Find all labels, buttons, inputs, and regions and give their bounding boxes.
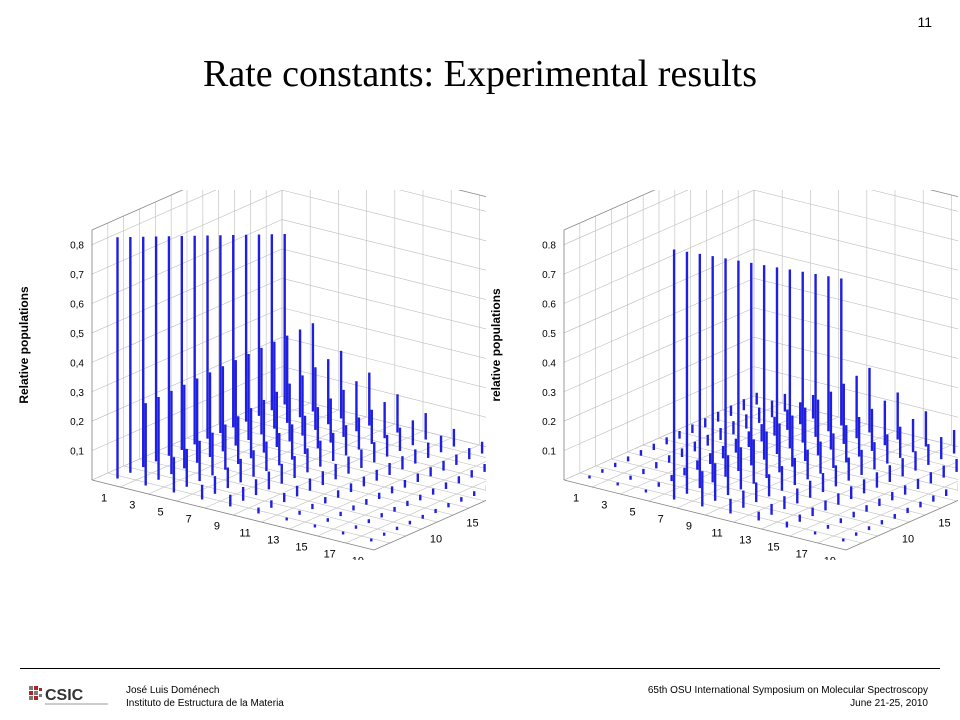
chart-labels: 0.10.20.30.40.50.60.70.81357911131517191… (489, 241, 951, 561)
slide-number: 11 (917, 14, 932, 30)
conference-name: 65th OSU International Symposium on Mole… (647, 685, 928, 696)
chart-bars (116, 233, 486, 542)
y-tick-label: 15 (466, 517, 478, 529)
z-tick-label: 0.4 (542, 358, 556, 369)
x-tick-label: 7 (658, 514, 664, 526)
chart-labels: 0,10,20,30,40,50,60,70,81357911131517191… (17, 241, 479, 561)
author-name: José Luis Doménech (126, 685, 220, 696)
grid-line (281, 248, 486, 300)
x-tick-label: 3 (129, 500, 135, 512)
footer-author: José Luis Doménech Instituto de Estructu… (126, 684, 284, 710)
grid-line (658, 437, 942, 509)
z-tick-label: 0,3 (70, 388, 84, 399)
chart-grid (563, 190, 958, 551)
grid-line (870, 190, 958, 212)
z-tick-label: 0.2 (542, 417, 556, 428)
grid-line (202, 430, 485, 502)
x-tick-label: 1 (101, 493, 107, 505)
grid-line (753, 219, 958, 271)
axis-frame (563, 479, 847, 551)
grid-line (753, 248, 958, 300)
grid-line (579, 472, 862, 544)
grid-line (218, 423, 486, 491)
grid-line (753, 307, 958, 359)
x-tick-label: 5 (629, 507, 635, 519)
z-tick-label: 0,6 (70, 300, 84, 311)
footer-conference: 65th OSU International Symposium on Mole… (648, 684, 928, 710)
grid-line (398, 190, 486, 212)
chart-grid (91, 190, 486, 551)
grid-line (674, 430, 957, 502)
z-tick-label: 0,4 (70, 358, 84, 369)
grid-line (281, 190, 486, 242)
x-tick-label: 17 (796, 549, 808, 561)
x-tick-label: 19 (824, 556, 836, 561)
slide-title: Rate constants: Experimental results (202, 53, 758, 95)
grid-line (266, 402, 486, 458)
chart-j1: 0,10,20,30,40,50,60,70,81357911131517191… (17, 190, 486, 561)
csic-emblem-icon (29, 686, 42, 700)
z-tick-label: 0,1 (70, 447, 84, 458)
grid-line (107, 472, 390, 544)
x-tick-label: 5 (157, 507, 163, 519)
grid-line (643, 444, 926, 516)
x-tick-label: 9 (686, 521, 692, 533)
z-tick-label: 0.6 (542, 300, 556, 311)
z-axis-label: Relative populations (17, 286, 31, 404)
z-tick-label: 0,5 (70, 329, 84, 340)
z-tick-label: 0.8 (542, 241, 556, 252)
chart-bars (588, 249, 958, 542)
x-tick-label: 3 (601, 500, 607, 512)
axis-frame (91, 479, 375, 551)
axis-frame (563, 190, 656, 231)
grid-line (281, 219, 486, 271)
grid-line (595, 465, 878, 537)
axis-frame (373, 500, 486, 551)
grid-line (611, 458, 894, 530)
z-tick-label: 0.7 (542, 270, 556, 281)
z-tick-label: 0,2 (70, 417, 84, 428)
x-tick-label: 13 (739, 535, 751, 547)
z-axis-label: relative populations (489, 288, 503, 402)
y-tick-label: 10 (430, 534, 442, 546)
z-tick-label: 0.3 (542, 388, 556, 399)
z-tick-label: 0.1 (542, 447, 556, 458)
y-tick-label: 15 (938, 517, 950, 529)
axis-frame (91, 190, 184, 231)
axis-frame (929, 190, 958, 198)
z-tick-label: 0.5 (542, 329, 556, 340)
x-tick-label: 19 (352, 556, 364, 561)
x-tick-label: 15 (295, 542, 307, 554)
x-tick-label: 9 (214, 521, 220, 533)
x-tick-label: 13 (267, 535, 279, 547)
x-tick-label: 7 (186, 514, 192, 526)
grid-line (738, 402, 958, 458)
csic-logo-text: CSIC (45, 687, 84, 704)
grid-line (753, 278, 958, 330)
grid-line (123, 465, 406, 537)
x-tick-label: 11 (239, 528, 250, 540)
chart-j7: 0.10.20.30.40.50.60.70.81357911131517191… (489, 190, 958, 561)
conference-dates: June 21-25, 2010 (850, 698, 928, 709)
x-tick-label: 11 (711, 528, 722, 540)
grid-line (186, 437, 470, 509)
x-tick-label: 15 (767, 542, 779, 554)
csic-logo: CSIC (29, 686, 108, 705)
x-tick-label: 17 (324, 549, 336, 561)
grid-line (753, 190, 958, 242)
grid-line (171, 444, 454, 516)
axis-frame (845, 500, 958, 551)
z-tick-label: 0,8 (70, 241, 84, 252)
x-tick-label: 1 (573, 493, 579, 505)
y-tick-label: 10 (902, 534, 914, 546)
z-tick-label: 0,7 (70, 270, 84, 281)
axis-frame (457, 190, 486, 198)
grid-line (706, 416, 958, 480)
grid-line (234, 416, 486, 480)
author-institute: Instituto de Estructura de la Materia (126, 698, 284, 709)
footer-divider (20, 668, 940, 669)
